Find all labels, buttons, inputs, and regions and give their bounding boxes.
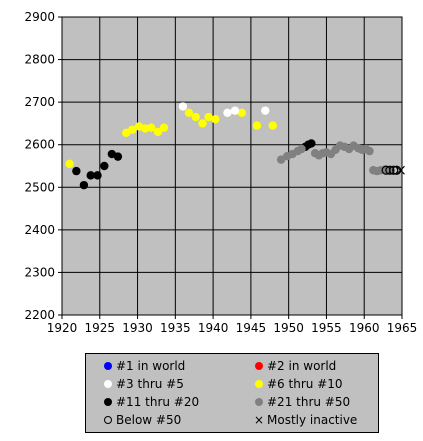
plot-area [61,16,403,316]
y-tick-label: 2900 [24,10,55,24]
legend-label: Mostly inactive [267,413,358,427]
legend-item-rank21_50: #21 thru #50 [253,394,350,410]
legend-label: #2 in world [267,359,337,373]
legend-label: #11 thru #20 [116,395,200,409]
y-tick-label: 2400 [24,223,55,237]
legend-label: #3 thru #5 [116,377,184,391]
point-rank3_5 [178,102,188,111]
legend: #1 in world #2 in world #3 thru #5 #6 thru … [85,353,379,433]
legend-item-rank2: #2 in world [253,358,336,374]
point-rank21_50 [297,144,306,154]
point-rank11_20 [307,139,316,148]
point-rank11_20 [72,166,81,176]
point-rank6_10 [211,114,220,124]
point-below50 [389,165,399,175]
legend-item-below50: Below #50 [102,412,181,428]
legend-marker-icon [253,394,265,410]
point-inactive [396,165,405,175]
data-points [65,102,405,190]
x-tick-label: 1925 [85,321,116,335]
x-tick-label: 1965 [387,321,418,335]
point-below50 [385,165,395,175]
legend-item-rank11_20: #11 thru #20 [102,394,199,410]
point-rank3_5 [261,106,270,115]
point-rank6_10 [204,112,213,122]
grid [62,17,402,315]
x-axis: 1920 1925 1930 1935 1940 1945 1950 1955 1960 1965 [47,315,418,335]
legend-marker-icon [102,358,114,374]
point-rank11_20 [79,180,89,190]
y-tick-label: 2600 [24,138,55,152]
y-tick-label: 2800 [24,53,55,67]
point-rank6_10 [159,123,169,132]
x-tick-label: 1945 [236,321,267,335]
x-tick-label: 1920 [47,321,78,335]
point-rank6_10 [146,123,156,132]
legend-item-rank3_5: #3 thru #5 [102,376,184,392]
y-axis: 2200 2300 2400 2500 2600 2700 2800 2900 [24,10,62,322]
point-rank21_50 [365,146,374,156]
point-rank3_5 [230,106,240,115]
y-tick-label: 2500 [24,180,55,194]
point-rank6_10 [153,127,163,137]
x-tick-label: 1955 [311,321,342,335]
point-rank11_20 [100,161,109,171]
legend-label: Below #50 [116,413,182,427]
point-rank3_5 [223,108,232,117]
point-rank6_10 [128,125,137,135]
point-rank6_10 [65,159,74,169]
x-tick-label: 1950 [273,321,304,335]
point-rank6_10 [252,121,262,130]
y-tick-label: 2300 [24,265,55,279]
legend-item-rank1: #1 in world [102,358,185,374]
legend-marker-icon: × [253,413,265,427]
legend-marker-icon [102,394,114,410]
legend-label: #6 thru #10 [267,377,343,391]
y-tick-label: 2200 [24,308,55,322]
x-tick-label: 1960 [349,321,380,335]
legend-item-inactive: × Mostly inactive [253,412,357,428]
legend-label: #1 in world [116,359,186,373]
legend-label: #21 thru #50 [267,395,351,409]
y-tick-label: 2700 [24,95,55,109]
legend-marker-icon [102,412,114,428]
legend-marker-icon [253,358,265,374]
legend-marker-icon [102,376,114,392]
point-rank6_10 [198,119,207,128]
point-rank6_10 [268,121,277,130]
point-rank11_20 [113,152,123,161]
point-rank6_10 [191,112,200,122]
x-tick-label: 1930 [122,321,153,335]
legend-item-rank6_10: #6 thru #10 [253,376,343,392]
x-tick-label: 1935 [160,321,191,335]
point-rank6_10 [184,108,194,117]
point-rank6_10 [237,108,247,117]
point-rank11_20 [93,171,102,180]
legend-marker-icon [253,376,265,392]
chart: 1920 1925 1930 1935 1940 1945 1950 1955 1960 1965… [24,10,418,335]
point-rank11_20 [86,171,95,180]
x-tick-label: 1940 [198,321,229,335]
